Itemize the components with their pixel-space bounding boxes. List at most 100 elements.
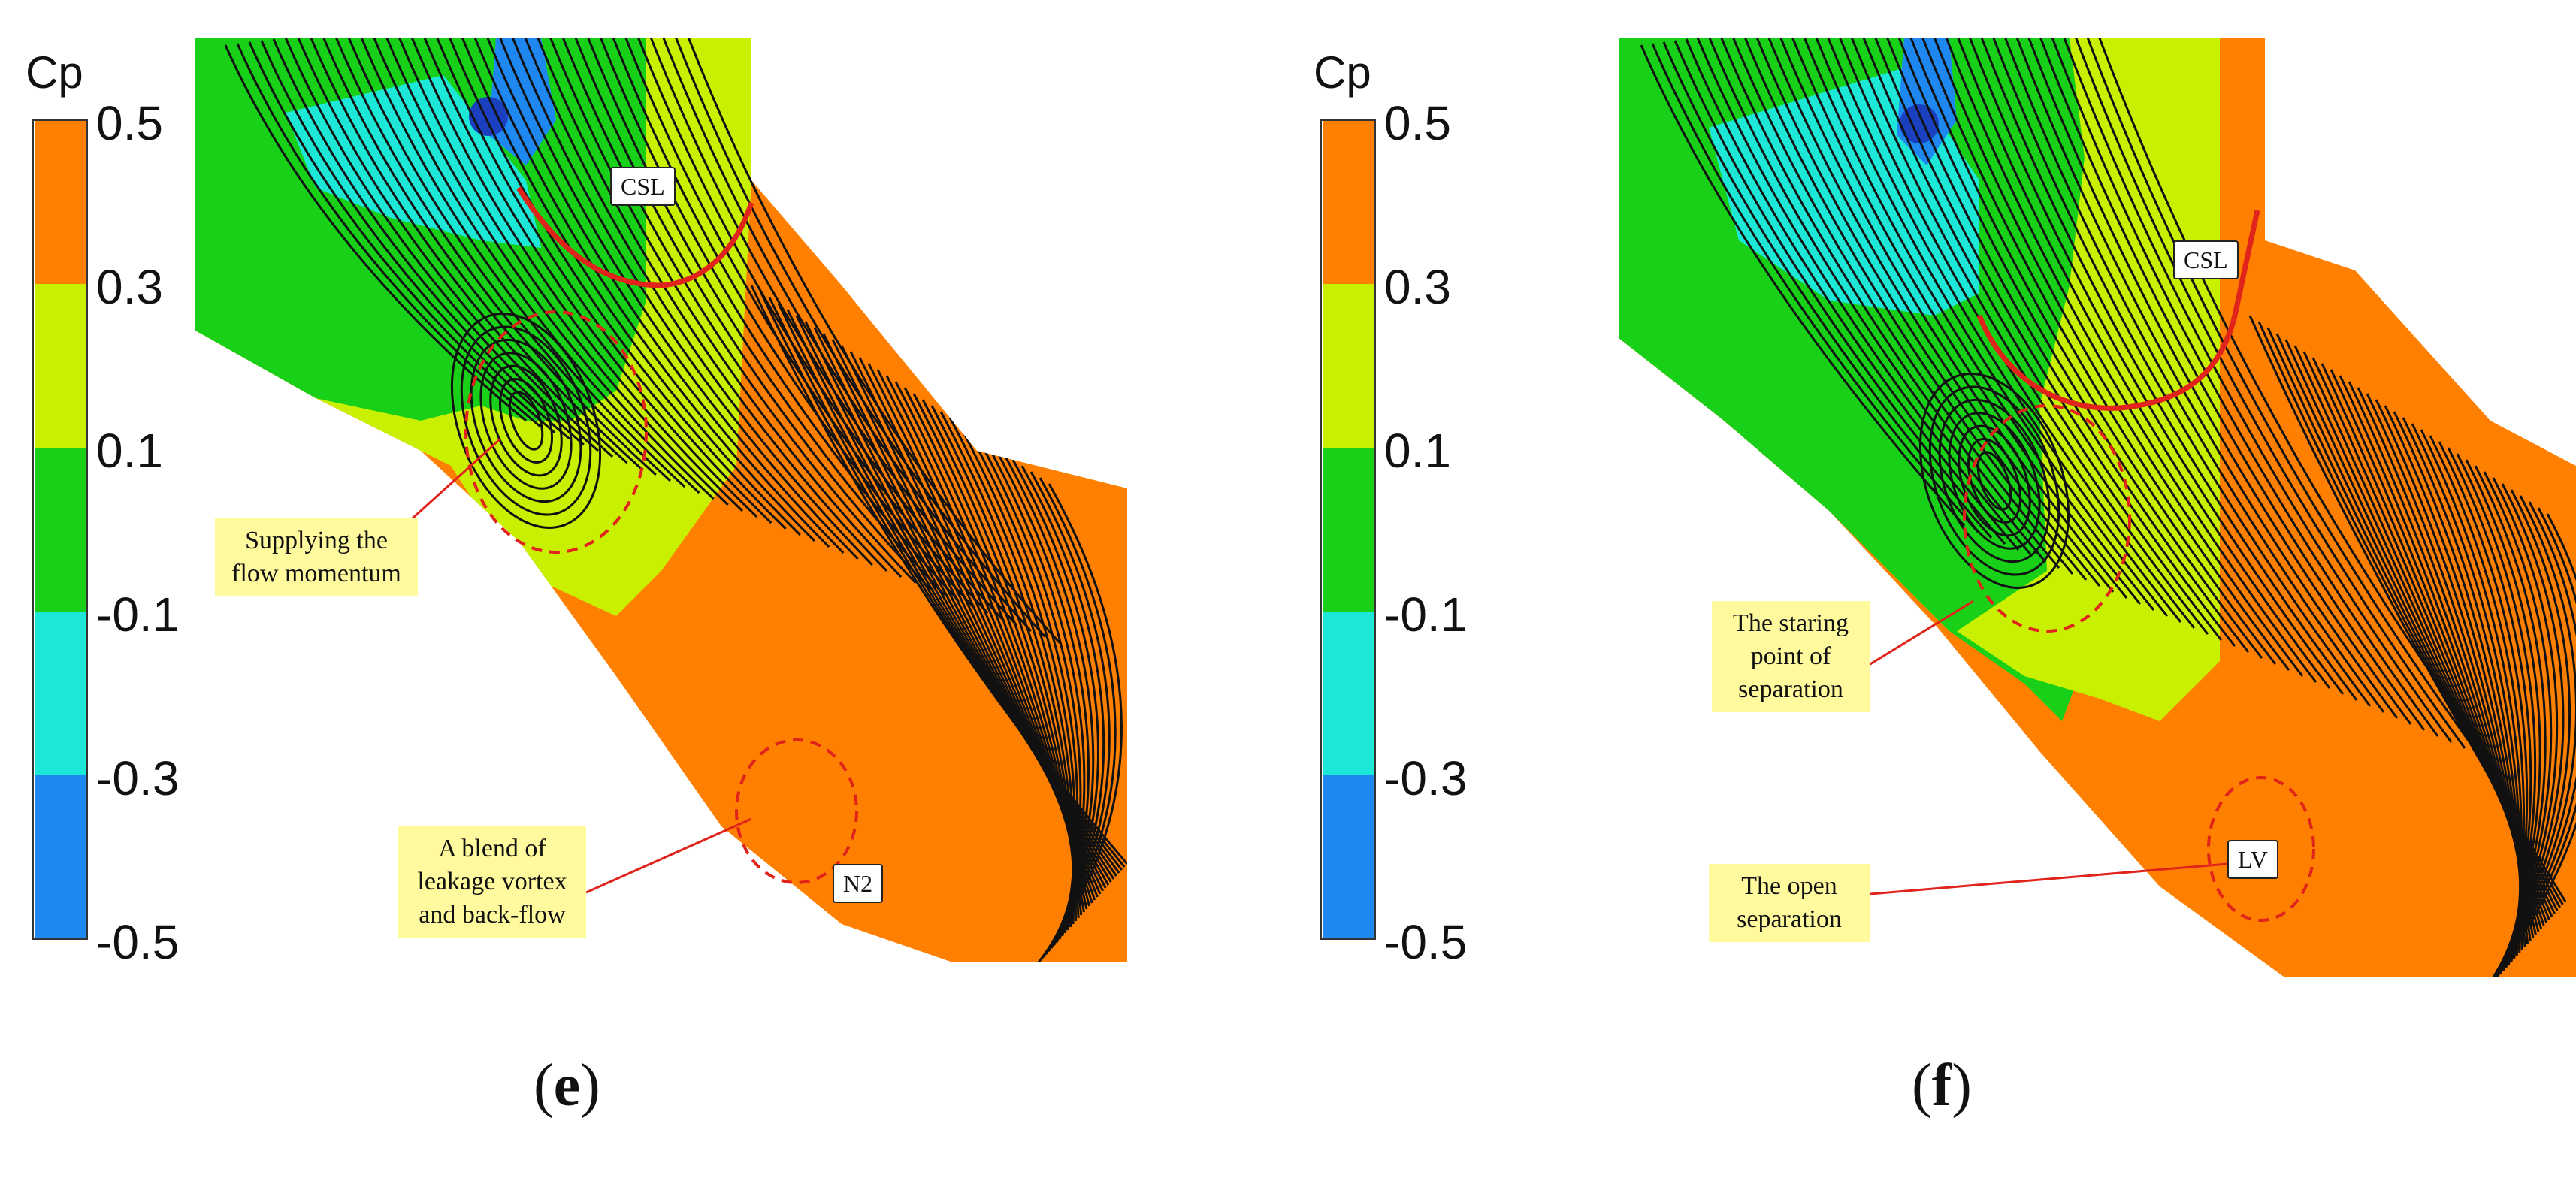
- streamline: [537, 38, 903, 578]
- streamline: [1039, 477, 1117, 961]
- streamline: [2483, 495, 2576, 977]
- tag-lv: LV: [2227, 840, 2278, 879]
- streamline: [1899, 38, 2277, 665]
- streamline: [512, 38, 873, 566]
- subfigure-label-e: (e): [534, 1053, 600, 1119]
- streamline: [2483, 471, 2553, 977]
- colorbar-tick-label: -0.3: [96, 751, 180, 805]
- streamline: [1944, 38, 2331, 689]
- streamline: [597, 38, 975, 609]
- leader-line-2: [585, 817, 752, 894]
- streamline: [2000, 38, 2399, 719]
- streamline: [1786, 38, 2142, 605]
- streamline: [1955, 38, 2345, 695]
- corner-separation-line: [1976, 210, 2260, 411]
- vortex-loop: [1938, 398, 2051, 563]
- vortex-loop: [1976, 451, 2012, 511]
- streamline: [308, 38, 628, 464]
- colorbar-tick-label: -0.5: [1384, 915, 1468, 969]
- streamline: [2488, 483, 2565, 977]
- dashed-circle-1: [464, 310, 648, 554]
- vortex-core: [469, 97, 508, 136]
- streamline: [500, 38, 859, 560]
- streamline: [2057, 38, 2466, 749]
- colorbar-tick-label: -0.5: [96, 915, 180, 969]
- colorbar-tick-label: 0.1: [1384, 424, 1451, 478]
- vortex-loop: [479, 352, 573, 490]
- streamline: [549, 38, 917, 584]
- streamline: [1843, 38, 2209, 635]
- streamline: [657, 38, 1047, 639]
- colorbar-tick-label: -0.1: [96, 587, 180, 642]
- dashed-circle-2: [735, 738, 858, 884]
- streamline: [1651, 43, 1979, 533]
- streamline: [224, 44, 527, 422]
- tag-csl: CSL: [610, 167, 676, 206]
- colorbar: [32, 119, 88, 940]
- streamline: [1933, 38, 2317, 683]
- streamline: [2475, 513, 2576, 977]
- colorbar-tick-label: 0.5: [96, 96, 163, 150]
- callout-supplying-momentum: Supplying the flow momentum: [215, 518, 418, 596]
- streamline: [1775, 38, 2128, 599]
- colorbar-band: [1323, 120, 1374, 284]
- streamline: [1029, 471, 1111, 958]
- colorbar-tick-label: 0.5: [1384, 96, 1451, 150]
- streamline: [1989, 38, 2385, 713]
- vortex-loop: [470, 338, 582, 503]
- streamline: [2486, 489, 2571, 977]
- streamline: [440, 38, 787, 530]
- streamline: [1797, 38, 2155, 611]
- streamline: [645, 38, 1033, 633]
- panel-e: Cp 0.5 0.3 0.1 -0.1 -0.3 -0.5 CSL N2 Sup…: [26, 38, 1127, 1119]
- colorbar-tick-label: 0.3: [1384, 260, 1451, 314]
- streamline: [669, 38, 1061, 645]
- streamline: [993, 447, 1090, 946]
- vortex-loop: [489, 364, 563, 477]
- streamline: [2079, 38, 2493, 761]
- streamline: [2456, 453, 2537, 971]
- colorbar-band: [35, 448, 86, 612]
- streamline: [1662, 41, 1993, 539]
- streamlines: [1640, 38, 2576, 977]
- streamline: [248, 41, 556, 434]
- streamline: [1978, 38, 2372, 707]
- contour-plot-f: [1320, 38, 2576, 977]
- streamline: [984, 441, 1086, 943]
- tag-n2: N2: [833, 864, 884, 903]
- streamline: [1011, 459, 1099, 952]
- corner-separation-line: [516, 186, 754, 288]
- streamline: [428, 38, 772, 524]
- streamline: [1020, 465, 1105, 955]
- streamline: [1730, 38, 2074, 575]
- streamline: [476, 38, 830, 548]
- streamline: [452, 38, 801, 536]
- streamline: [1888, 38, 2263, 659]
- streamline: [561, 38, 931, 590]
- streamline: [1865, 38, 2236, 647]
- streamline: [525, 38, 888, 572]
- vortex-loop: [1948, 412, 2041, 550]
- colorbar-title: Cp: [26, 47, 83, 98]
- streamline: [2491, 477, 2559, 977]
- vortex-loop: [1967, 438, 2021, 524]
- streamline: [1910, 38, 2290, 671]
- streamline: [488, 38, 845, 554]
- colorbar-band: [35, 612, 86, 775]
- streamline: [2465, 459, 2541, 974]
- streamline: [356, 38, 686, 488]
- streamline: [1673, 40, 2006, 545]
- streamline: [272, 38, 585, 446]
- streamline: [2481, 501, 2576, 977]
- streamline: [380, 38, 715, 500]
- streamline: [2023, 38, 2426, 731]
- streamline: [1820, 38, 2182, 623]
- colorbar-tick-label: -0.3: [1384, 751, 1468, 805]
- vortex-loop: [460, 325, 592, 516]
- streamline: [1719, 38, 2060, 569]
- streamline: [368, 38, 700, 494]
- streamline: [1764, 38, 2115, 593]
- vortex-loop: [1918, 373, 2070, 589]
- dashed-circle-2: [2207, 776, 2315, 922]
- vortex-loop: [499, 378, 553, 464]
